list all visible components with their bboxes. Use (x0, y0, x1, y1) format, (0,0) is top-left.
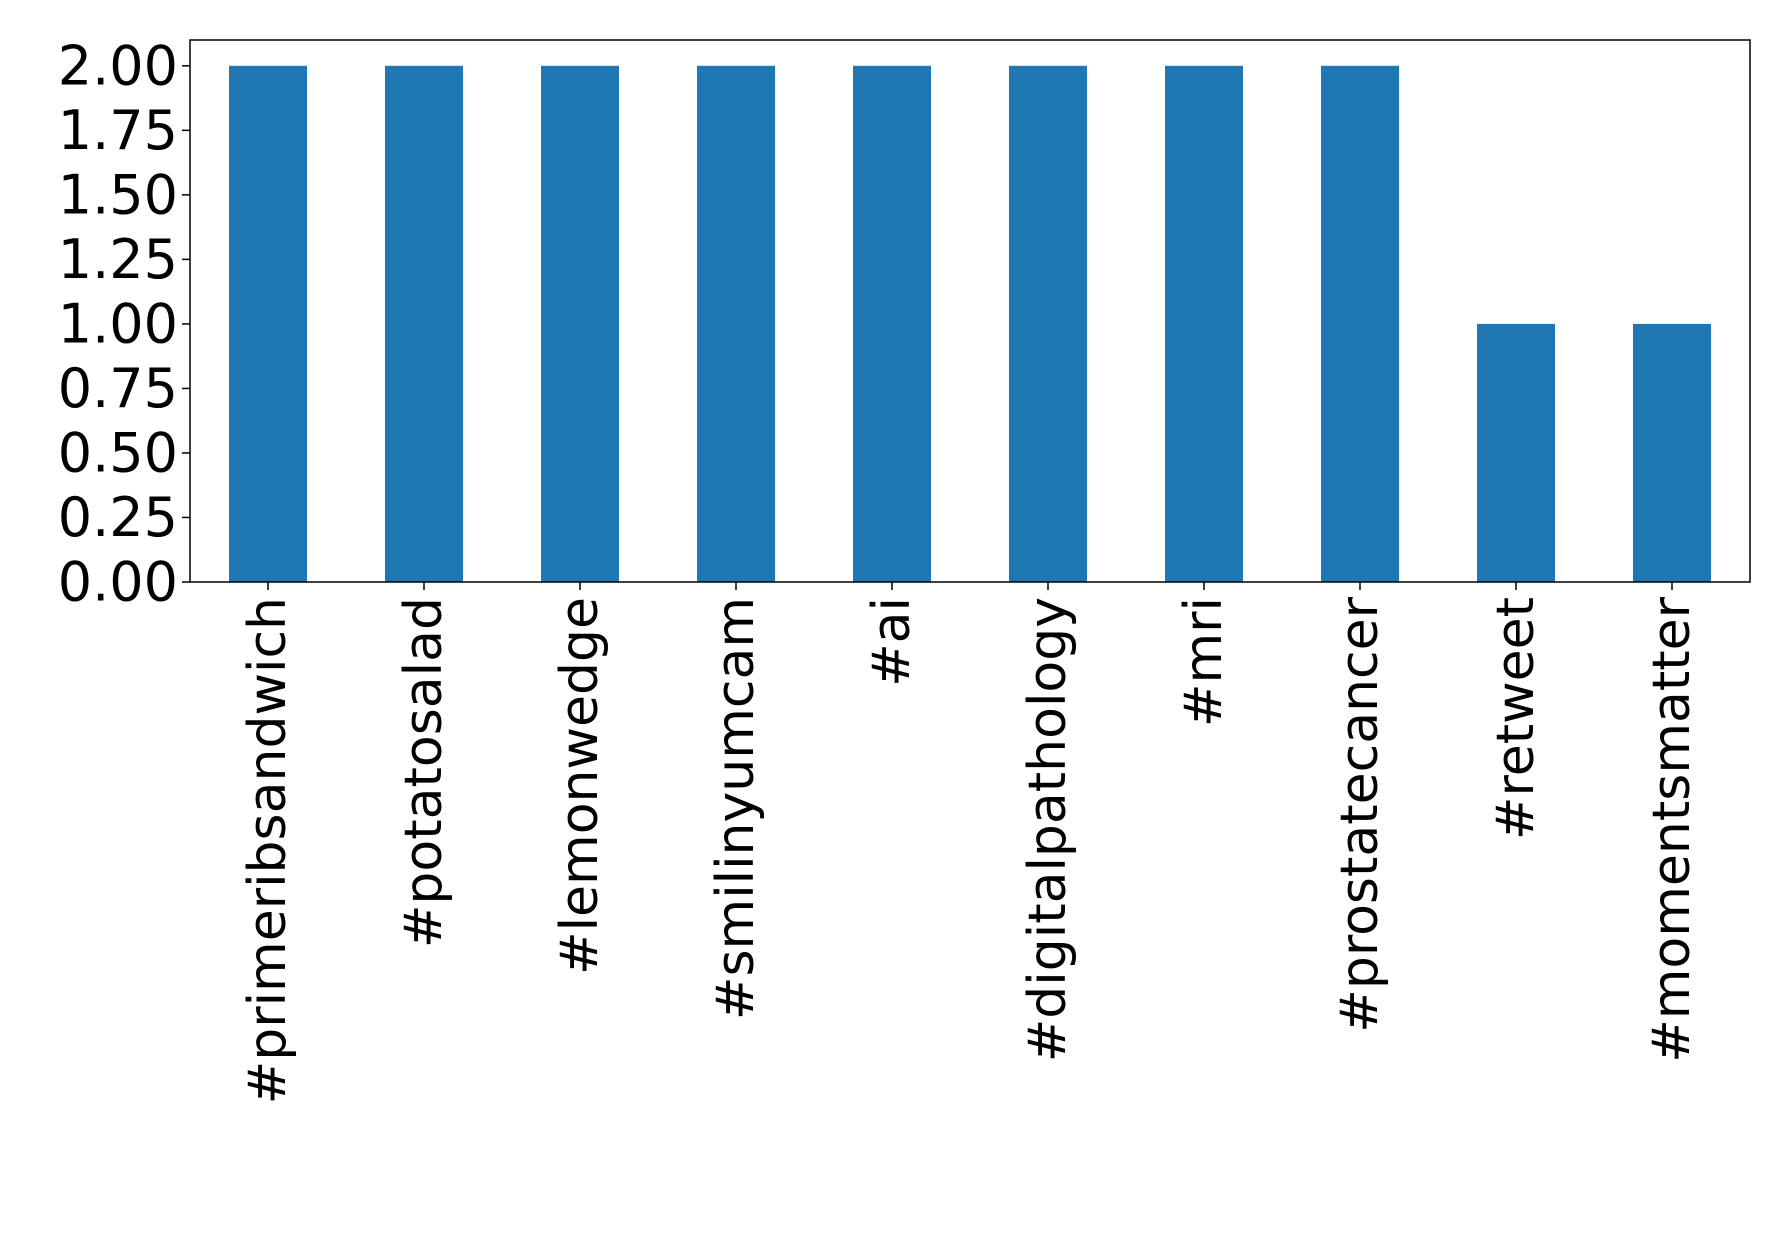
x-tick-label-9: #momentsmatter (1642, 596, 1702, 1062)
x-tick-label-8: #retweet (1486, 597, 1546, 840)
x-tick-label-4: #ai (862, 597, 922, 687)
bar-1 (385, 65, 463, 583)
x-tick-label-2: #lemonwedge (550, 597, 610, 975)
y-tick-label-1: 0.25 (58, 486, 178, 549)
y-tick-label-6: 1.50 (58, 163, 178, 226)
bar-5 (1009, 65, 1087, 583)
x-axis: #primeribsandwich #potatosalad #lemonwedge… (238, 582, 1702, 1104)
y-tick-label-7: 1.75 (58, 99, 178, 162)
bar-7 (1321, 65, 1399, 583)
plot-frame (189, 39, 1751, 583)
bar-3 (697, 65, 775, 583)
bars-group (229, 65, 1711, 583)
y-tick-label-5: 1.25 (58, 228, 178, 291)
bar-6 (1165, 65, 1243, 583)
y-tick-label-0: 0.00 (58, 551, 178, 614)
y-tick-label-2: 0.50 (58, 421, 178, 484)
bar-8 (1477, 323, 1555, 582)
y-tick-label-8: 2.00 (58, 34, 178, 97)
y-axis: 0.000.250.500.751.001.251.501.752.00 (58, 34, 190, 614)
x-tick-label-0: #primeribsandwich (238, 597, 298, 1104)
x-tick-label-5: #digitalpathology (1018, 597, 1078, 1062)
x-tick-label-3: #smilinyumcam (706, 597, 766, 1020)
x-tick-label-6: #mri (1174, 597, 1234, 727)
bar-4 (853, 65, 931, 583)
bar-9 (1633, 323, 1711, 582)
y-tick-label-3: 0.75 (58, 357, 178, 420)
bar-0 (229, 65, 307, 583)
x-tick-label-7: #prostatecancer (1330, 596, 1390, 1032)
x-tick-label-1: #potatosalad (394, 597, 454, 948)
bar-2 (541, 65, 619, 583)
y-tick-label-4: 1.00 (58, 292, 178, 355)
